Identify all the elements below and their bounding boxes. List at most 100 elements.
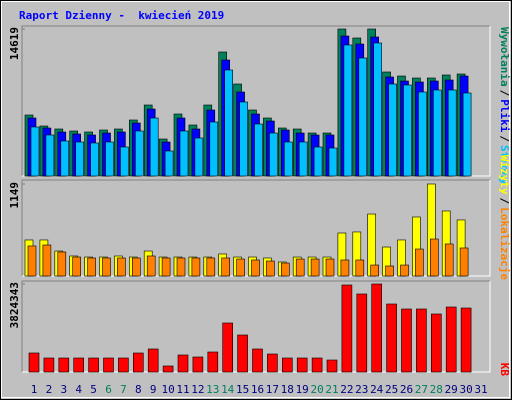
bar <box>269 132 278 177</box>
bar <box>224 69 233 177</box>
panel-border-dark <box>21 280 490 372</box>
bar <box>209 121 219 177</box>
x-tick-label: 16 <box>251 383 264 396</box>
legend: Wywołania / Pliki / Strony <box>498 27 511 185</box>
bar <box>133 352 144 373</box>
bar <box>88 357 99 373</box>
bar <box>358 57 368 177</box>
x-tick-label: 26 <box>400 383 413 396</box>
x-tick-label: 12 <box>191 383 204 396</box>
x-tick-label: 14 <box>221 383 235 396</box>
bar <box>42 244 52 277</box>
bar <box>430 313 442 373</box>
bar <box>45 134 55 177</box>
bar <box>310 258 320 277</box>
bar <box>117 257 126 277</box>
bar <box>355 259 365 277</box>
bar <box>400 264 409 277</box>
legend-separator: / <box>498 90 511 97</box>
bar <box>296 357 308 373</box>
bar <box>176 257 186 277</box>
x-tick-label: 24 <box>370 383 384 396</box>
bar <box>147 348 159 373</box>
x-tick-label: 9 <box>150 383 157 396</box>
bar <box>429 238 439 277</box>
legend: Wizyty / Lokalizacje <box>498 155 511 281</box>
bar <box>236 258 245 277</box>
bar <box>164 150 174 177</box>
x-tick-label: 30 <box>459 383 472 396</box>
bar <box>341 284 353 373</box>
bar <box>340 259 350 277</box>
x-tick-label: 1 <box>31 383 38 396</box>
x-tick-label: 7 <box>120 383 127 396</box>
x-tick-label: 8 <box>135 383 142 396</box>
x-tick-label: 18 <box>281 383 294 396</box>
legend-separator: / <box>498 198 511 205</box>
bar <box>343 44 353 177</box>
bar <box>149 117 159 177</box>
x-tick-label: 13 <box>206 383 219 396</box>
bar <box>325 258 335 277</box>
bar <box>28 352 40 373</box>
bar <box>460 307 472 373</box>
bar <box>459 247 469 277</box>
y-tick-label: 1149 <box>8 182 21 209</box>
bar <box>161 257 171 277</box>
bar <box>120 146 129 177</box>
x-tick-label: 15 <box>236 383 249 396</box>
bar <box>239 101 248 177</box>
legend-separator: / <box>498 135 511 142</box>
bar <box>401 308 412 373</box>
bar <box>266 260 275 277</box>
bar <box>388 83 397 177</box>
bar <box>146 255 156 277</box>
chart-title: Raport Dzienny - kwiecień 2019 <box>19 9 224 22</box>
bar <box>135 130 144 177</box>
bar <box>73 357 84 373</box>
bar <box>102 257 111 277</box>
bar <box>462 92 472 177</box>
bar <box>222 322 233 373</box>
bar <box>75 141 84 177</box>
bar <box>326 359 338 373</box>
x-tick-label: 10 <box>161 383 174 396</box>
x-tick-label: 23 <box>355 383 368 396</box>
x-tick-label: 22 <box>340 383 353 396</box>
bar <box>132 257 141 277</box>
legend-entry: Strony <box>498 145 511 185</box>
x-tick-label: 29 <box>445 383 458 396</box>
legend-entry: Lokalizacje <box>498 207 511 280</box>
bar <box>313 146 323 177</box>
bar <box>373 42 383 177</box>
x-tick-label: 19 <box>296 383 309 396</box>
x-tick-label: 25 <box>385 383 398 396</box>
bar <box>267 353 278 373</box>
bar <box>58 357 70 373</box>
bar <box>237 334 248 373</box>
bar <box>30 126 40 177</box>
bar <box>445 306 457 373</box>
bar <box>192 356 204 373</box>
bar <box>191 257 201 277</box>
bar <box>105 141 114 177</box>
bar <box>447 89 457 177</box>
panel-border-dark <box>21 25 490 176</box>
bar <box>87 257 96 277</box>
bar <box>221 257 230 277</box>
bar <box>251 259 260 277</box>
bar <box>283 141 293 177</box>
bar <box>281 357 293 373</box>
bar <box>207 351 219 373</box>
bar <box>370 264 380 277</box>
panel-border-dark <box>21 179 490 276</box>
x-tick-label: 27 <box>415 383 428 396</box>
bar <box>60 140 70 177</box>
bar <box>118 357 129 373</box>
x-tick-label: 31 <box>474 383 487 396</box>
x-tick-label: 28 <box>430 383 443 396</box>
bar <box>416 308 427 373</box>
x-tick-label: 17 <box>266 383 279 396</box>
bar <box>311 357 323 373</box>
